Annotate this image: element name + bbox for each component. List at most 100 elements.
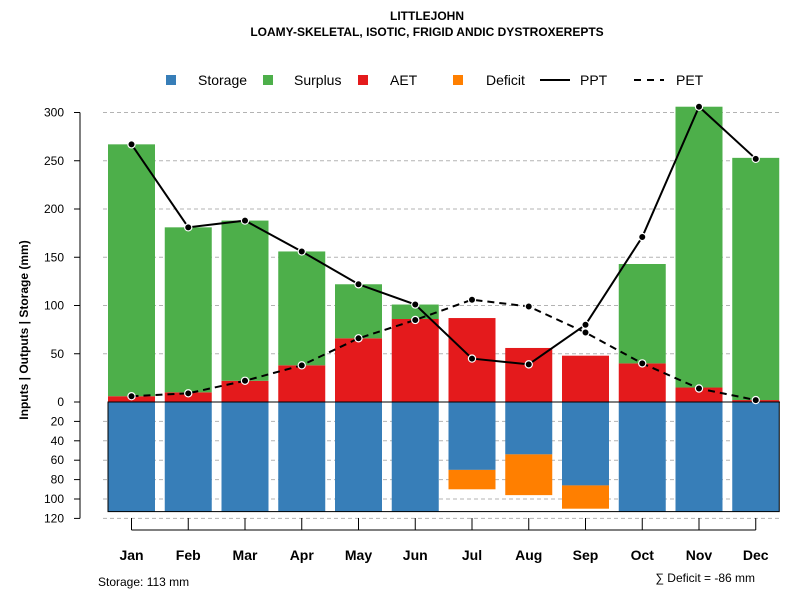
bar-storage-jul — [448, 402, 496, 470]
y-axis-title: Inputs | Outputs | Storage (mm) — [17, 240, 31, 419]
point-pet-jan — [127, 392, 136, 401]
month-label-oct: Oct — [631, 547, 655, 563]
point-ppt-dec — [751, 154, 760, 164]
bar-aet-aug — [505, 347, 553, 402]
point-pet-may — [354, 334, 363, 343]
legend-label-surplus: Surplus — [294, 72, 341, 88]
point-pet-mar — [240, 376, 250, 385]
bar-storage-aug — [505, 402, 553, 455]
bar-storage-nov — [675, 402, 723, 512]
bar-aet-sep — [562, 355, 609, 402]
point-ppt-feb — [184, 223, 193, 232]
bar-aet-apr — [278, 365, 326, 402]
y-tick-label-upper: 300 — [44, 106, 64, 120]
point-pet-nov — [694, 384, 704, 393]
month-label-dec: Dec — [743, 547, 769, 563]
y-tick-label-upper: 150 — [44, 250, 64, 264]
chart-subtitle: LOAMY-SKELETAL, ISOTIC, FRIGID ANDIC DYS… — [250, 25, 603, 39]
point-ppt-jun — [411, 300, 420, 309]
y-tick-label-lower: 20 — [51, 414, 65, 428]
y-tick-label-upper: 50 — [51, 347, 65, 361]
legend-label-deficit: Deficit — [486, 72, 525, 88]
month-label-jan: Jan — [119, 547, 143, 563]
point-pet-aug — [524, 302, 533, 311]
y-tick-label-lower: 60 — [51, 453, 65, 467]
legend-swatch-storage — [166, 75, 176, 85]
bar-deficit-jul — [448, 469, 496, 490]
month-label-mar: Mar — [233, 547, 258, 563]
bar-storage-jun — [391, 402, 439, 512]
axes: 0 50 100 150 200 250 300 20 40 60 80 100 120 Jan Feb Ma… — [44, 106, 769, 564]
month-label-jun: Jun — [403, 547, 428, 563]
legend-swatch-aet — [358, 75, 368, 85]
y-tick-label-lower: 120 — [44, 511, 64, 525]
point-ppt-aug — [524, 360, 533, 369]
legend: Storage Surplus AET Deficit PPT PET — [166, 72, 704, 88]
point-ppt-jul — [467, 354, 477, 363]
legend-swatch-surplus — [263, 75, 273, 85]
chart-title: LITTLEJOHN — [390, 9, 464, 23]
bar-aet-jun — [391, 319, 439, 402]
bar-storage-may — [335, 402, 382, 512]
bar-surplus-dec — [732, 157, 780, 401]
point-pet-dec — [751, 395, 760, 405]
y-tick-label-upper: 0 — [57, 395, 64, 409]
y-tick-label-lower: 100 — [44, 492, 64, 506]
month-label-aug: Aug — [515, 547, 542, 563]
line-ppt — [130, 105, 757, 366]
bar-storage-jan — [108, 402, 155, 512]
point-ppt-may — [354, 280, 363, 289]
bar-storage-feb — [164, 402, 212, 512]
line-series — [127, 102, 760, 405]
bar-surplus-may — [335, 284, 382, 339]
grid-lines — [103, 112, 780, 519]
month-label-sep: Sep — [573, 547, 599, 563]
point-ppt-jan — [127, 140, 136, 149]
legend-label-storage: Storage — [198, 72, 247, 88]
bar-surplus-mar — [221, 220, 269, 381]
y-tick-label-upper: 250 — [44, 154, 64, 168]
legend-label-pet: PET — [676, 72, 704, 88]
deficit-sum-note: ∑ Deficit = -86 mm — [655, 571, 755, 585]
bar-deficit-aug — [505, 454, 553, 496]
bar-surplus-apr — [278, 251, 326, 366]
point-ppt-sep — [581, 320, 590, 329]
y-tick-label-lower: 80 — [51, 473, 65, 487]
month-label-nov: Nov — [686, 547, 713, 563]
point-ppt-apr — [297, 247, 306, 256]
point-ppt-mar — [240, 216, 250, 225]
bar-aet-may — [335, 338, 382, 402]
bar-storage-dec — [732, 402, 780, 512]
legend-label-aet: AET — [390, 72, 418, 88]
month-label-apr: Apr — [290, 547, 315, 563]
bar-surplus-nov — [675, 106, 723, 388]
point-pet-sep — [581, 328, 590, 337]
point-ppt-oct — [638, 232, 647, 242]
bar-storage-apr — [278, 402, 326, 512]
y-tick-label-upper: 100 — [44, 299, 64, 313]
bar-surplus-jan — [108, 144, 155, 397]
point-pet-jun — [411, 315, 420, 325]
point-ppt-nov — [694, 102, 704, 111]
storage-note: Storage: 113 mm — [98, 575, 189, 589]
bar-aet-oct — [618, 363, 666, 402]
point-pet-apr — [297, 361, 306, 370]
point-pet-jul — [467, 295, 477, 304]
bar-deficit-sep — [562, 485, 609, 509]
point-pet-feb — [184, 389, 193, 398]
bar-storage-mar — [221, 402, 269, 512]
line-pet — [131, 298, 756, 402]
month-label-feb: Feb — [176, 547, 201, 563]
bar-surplus-feb — [164, 227, 212, 393]
y-tick-label-upper: 200 — [44, 202, 64, 216]
legend-label-ppt: PPT — [580, 72, 608, 88]
bar-surplus-oct — [618, 264, 666, 364]
bar-storage-oct — [618, 402, 666, 512]
bar-storage-sep — [562, 402, 609, 486]
month-label-jul: Jul — [462, 547, 482, 563]
y-tick-label-lower: 40 — [51, 434, 65, 448]
month-label-may: May — [345, 547, 372, 563]
point-pet-oct — [638, 359, 647, 368]
